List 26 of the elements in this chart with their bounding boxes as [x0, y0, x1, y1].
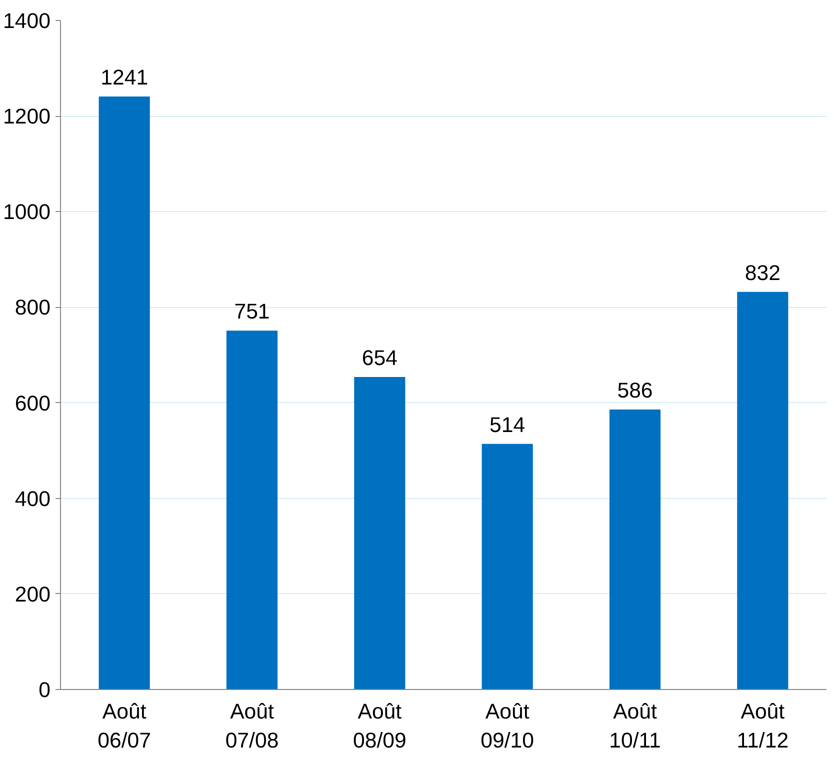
y-tick-label: 0 — [38, 678, 51, 702]
y-tick-label: 800 — [14, 296, 51, 320]
data-label: 514 — [490, 412, 526, 437]
data-label: 832 — [744, 260, 780, 285]
y-tick-label: 1000 — [3, 200, 51, 224]
x-tick-label: Août 08/09 — [352, 700, 406, 752]
x-tick-label: Août 11/12 — [736, 700, 789, 752]
y-tick-label: 400 — [14, 486, 51, 511]
x-tick-label: Août 09/10 — [480, 700, 534, 752]
data-label: 586 — [617, 378, 653, 402]
data-label: 654 — [362, 346, 398, 370]
x-tick-label: Août 07/08 — [225, 700, 279, 752]
y-tick-label: 200 — [14, 582, 51, 606]
y-tick-label: 1200 — [3, 104, 51, 129]
y-tick-label: 1400 — [3, 9, 51, 33]
bar — [482, 444, 533, 690]
data-label: 751 — [234, 300, 270, 324]
y-tick-label: 600 — [14, 391, 51, 416]
bar — [609, 409, 661, 690]
bar — [737, 292, 788, 690]
x-tick-label: Août 06/07 — [98, 700, 152, 752]
bar — [354, 376, 406, 690]
x-tick-label: Août 10/11 — [609, 700, 661, 752]
data-label: 1241 — [100, 65, 148, 90]
bar — [98, 96, 150, 690]
bar — [226, 330, 278, 690]
